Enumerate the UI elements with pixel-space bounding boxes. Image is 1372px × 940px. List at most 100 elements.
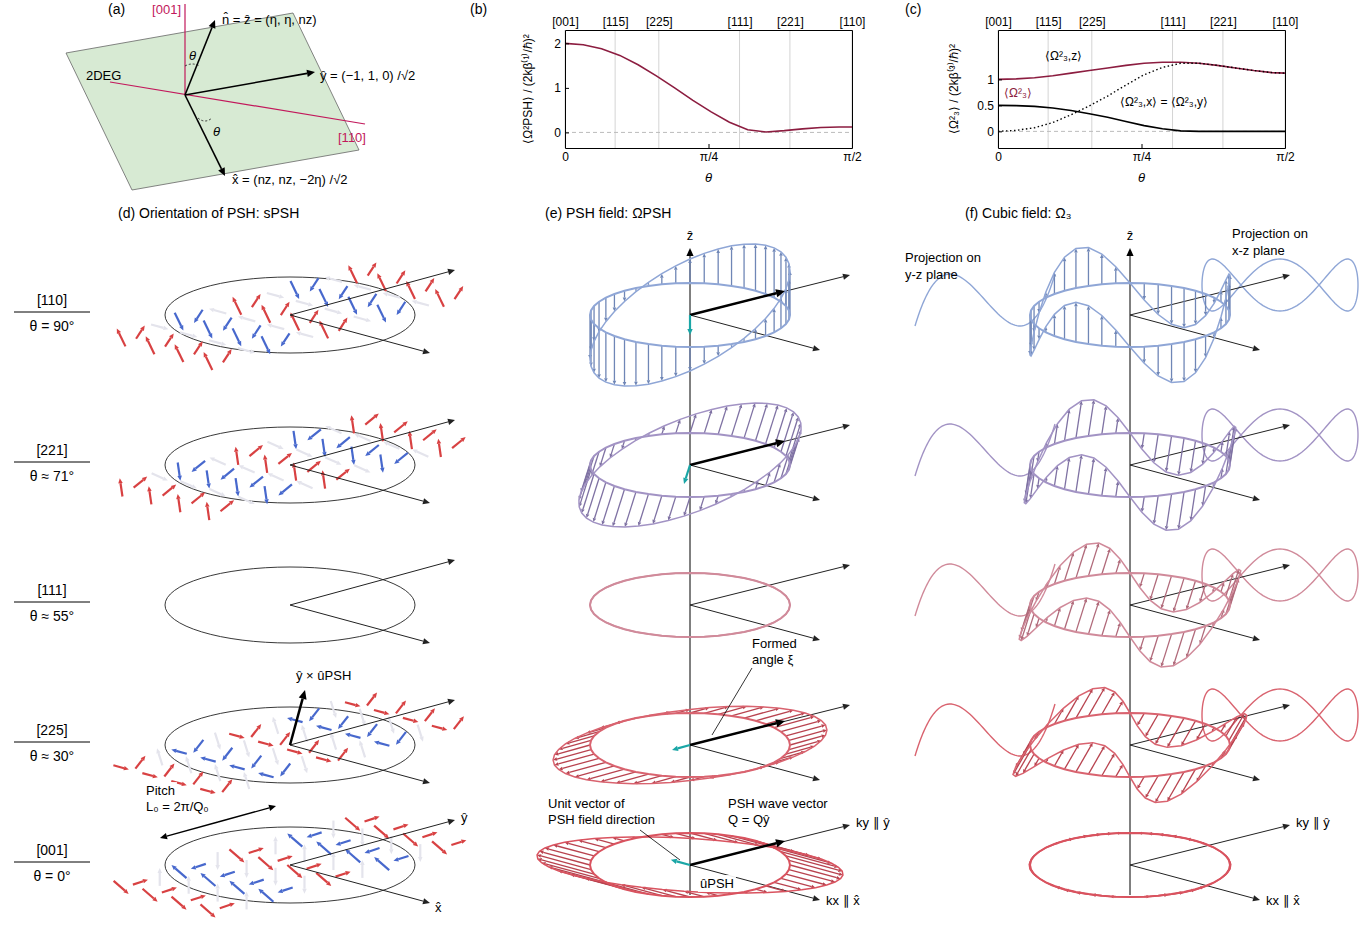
axis-title: ⟨Ω²₃⟩ / (2kβ⁽³⁾/ℏ)²	[947, 44, 961, 134]
spin	[319, 289, 326, 302]
label: θ = 90°	[30, 318, 75, 334]
ring	[590, 573, 790, 637]
field-arrow	[1205, 336, 1206, 354]
spin	[313, 278, 319, 287]
spin-head	[209, 308, 214, 312]
x-vector	[185, 95, 221, 169]
spin-head	[431, 429, 436, 434]
spin	[290, 281, 297, 294]
spin	[451, 842, 461, 845]
tick: [001]	[985, 15, 1012, 30]
spin	[164, 767, 171, 776]
label: θ ≈ 55°	[30, 608, 74, 624]
spin-head	[278, 445, 283, 449]
ring	[1030, 283, 1230, 347]
spin-head	[374, 741, 379, 745]
spin-head	[229, 881, 234, 886]
text-background	[294, 667, 353, 684]
spin-head	[244, 873, 249, 878]
axis-y-head	[447, 269, 455, 275]
text-background	[726, 795, 830, 812]
spin-head	[222, 755, 227, 760]
field-arrow	[603, 486, 614, 521]
spin	[437, 293, 444, 306]
spin-head	[442, 726, 447, 730]
field-arrow	[1075, 306, 1076, 342]
field-arrow	[1183, 721, 1195, 742]
spin-head	[223, 325, 228, 330]
spin	[236, 478, 238, 491]
unit-vector-head	[672, 746, 679, 751]
spin	[195, 461, 205, 469]
spin-head	[239, 857, 244, 862]
spin	[390, 836, 392, 849]
spin-head	[147, 486, 151, 491]
spin	[278, 456, 288, 464]
spin-head	[249, 881, 254, 885]
tick: [110]	[840, 15, 866, 30]
axis-x	[290, 315, 423, 351]
field-arrow	[1144, 283, 1145, 296]
tick-label: 0	[987, 125, 994, 139]
spin	[393, 826, 403, 829]
spin	[379, 743, 390, 746]
spin	[323, 475, 325, 488]
spin	[291, 837, 302, 847]
field-arrow	[1088, 547, 1097, 576]
axis-kx	[1130, 605, 1253, 638]
series-line	[998, 105, 1285, 131]
field-arrow	[766, 714, 802, 724]
field-arrow	[562, 758, 599, 768]
spin-head	[338, 724, 343, 729]
unit-vector	[686, 465, 690, 478]
field-arrow	[1201, 584, 1206, 599]
spin-head	[295, 294, 299, 299]
tick: [111]	[1161, 15, 1186, 30]
spin-head	[435, 289, 439, 294]
spin	[224, 469, 234, 477]
axis-kx-head	[812, 345, 820, 351]
tick-label: π/2	[1276, 150, 1295, 164]
field-arrow	[1157, 716, 1171, 741]
unit-vector-head	[687, 329, 692, 335]
projection-yz	[915, 564, 1055, 616]
spin	[267, 442, 279, 447]
axis-title: θ	[705, 170, 712, 185]
z-axis	[1130, 256, 1131, 895]
grid-line	[739, 30, 740, 148]
spin-head	[233, 297, 237, 302]
axis-ky-head	[1282, 424, 1290, 430]
spin-head	[268, 742, 273, 746]
spin	[205, 759, 216, 762]
series-label: ⟨Ω²₃,z⟩	[1045, 49, 1082, 63]
spin-head	[237, 341, 241, 346]
spin	[311, 832, 321, 835]
spin	[354, 465, 366, 470]
field-arrow	[718, 410, 726, 434]
field-arrow	[1198, 724, 1205, 737]
field-arrow	[766, 886, 782, 890]
spin	[233, 884, 244, 894]
projection-xz	[1202, 259, 1358, 311]
spin	[294, 467, 296, 480]
spin	[262, 892, 273, 902]
label: ŷ × ûPSH	[296, 668, 351, 683]
spin	[399, 302, 405, 311]
spin-head	[345, 469, 350, 474]
tick-label: π/2	[843, 150, 862, 164]
axis-y	[290, 702, 448, 745]
field-arrow	[786, 874, 823, 884]
grid-line	[658, 30, 659, 148]
field-arrow	[789, 427, 800, 461]
spin	[394, 425, 404, 433]
field-arrow	[654, 496, 662, 520]
spin-head	[220, 873, 225, 877]
spin	[426, 282, 432, 291]
chart: 0π/4π/200.51[001][115][225][111][221][11…	[905, 1, 1298, 185]
spin-head	[403, 824, 408, 828]
spin-head	[355, 703, 360, 707]
field-arrow	[765, 322, 766, 335]
unit-vector	[689, 315, 691, 329]
tick: π/4	[1133, 144, 1152, 164]
spin-head	[192, 467, 197, 472]
